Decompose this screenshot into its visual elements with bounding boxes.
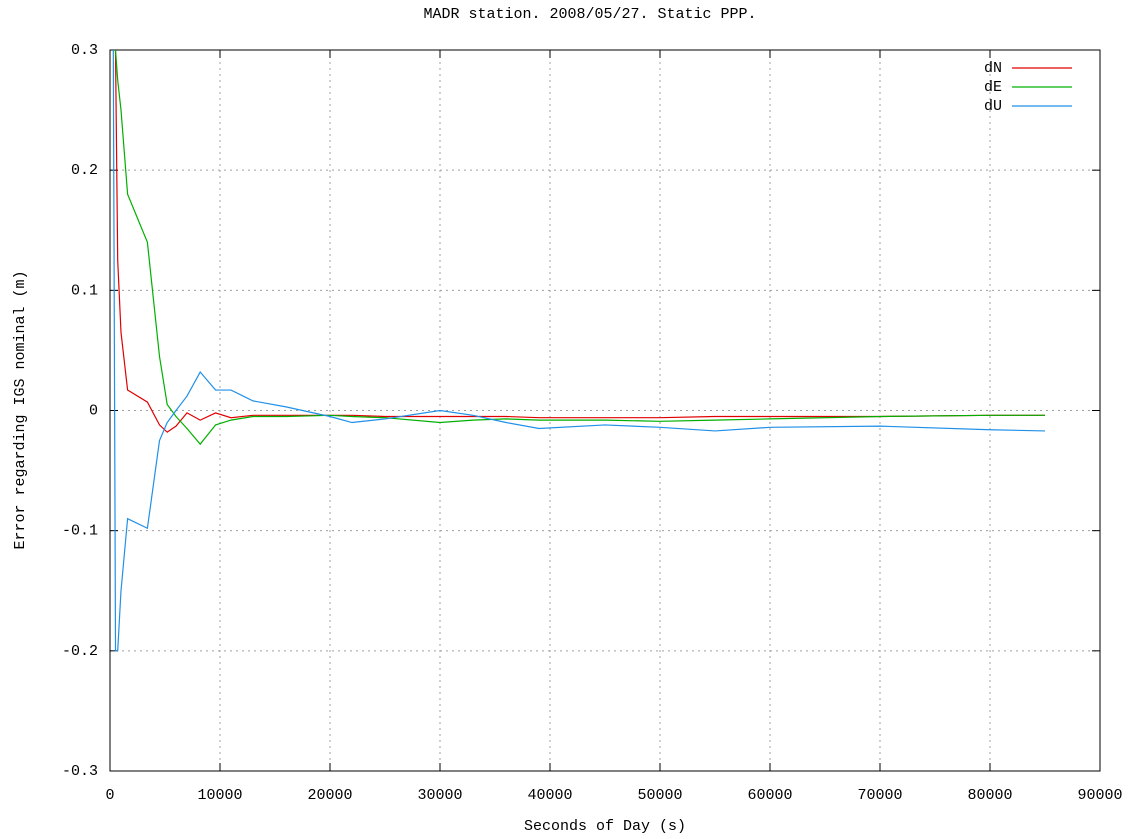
legend-label: dE — [984, 79, 1002, 96]
x-tick-label: 40000 — [527, 787, 572, 804]
x-tick-label: 60000 — [747, 787, 792, 804]
plot-border — [109, 49, 1101, 772]
x-tick-label: 70000 — [857, 787, 902, 804]
legend-label: dU — [984, 98, 1002, 115]
x-tick-label: 80000 — [967, 787, 1012, 804]
y-tick-label: -0.1 — [62, 523, 98, 540]
y-tick-label: 0 — [89, 402, 98, 419]
y-tick-label: 0.3 — [71, 42, 98, 59]
y-tick-label: 0.2 — [71, 162, 98, 179]
y-tick-label: -0.2 — [62, 643, 98, 660]
chart-title: MADR station. 2008/05/27. Static PPP. — [423, 6, 756, 23]
legend-label: dN — [984, 60, 1002, 77]
x-tick-label: 50000 — [637, 787, 682, 804]
x-tick-label: 20000 — [307, 787, 352, 804]
y-tick-label: -0.3 — [62, 763, 98, 780]
x-tick-label: 10000 — [197, 787, 242, 804]
data-line — [114, 50, 1045, 446]
data-line — [112, 50, 1046, 652]
plot-area — [112, 50, 1046, 652]
x-tick-label: 0 — [105, 787, 114, 804]
x-tick-label: 30000 — [417, 787, 462, 804]
y-axis-label: Error regarding IGS nominal (m) — [12, 270, 29, 549]
x-axis-label: Seconds of Day (s) — [524, 818, 686, 835]
data-line — [114, 50, 1045, 433]
y-tick-label: 0.1 — [71, 282, 98, 299]
x-tick-label: 90000 — [1077, 787, 1122, 804]
